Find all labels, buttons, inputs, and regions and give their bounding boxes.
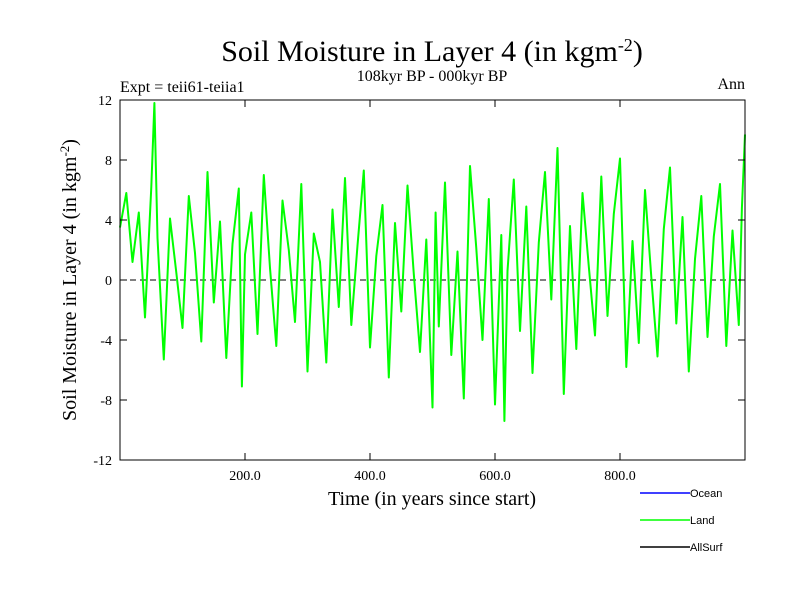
y-tick-label: -12 [93, 454, 112, 469]
y-axis-label: Soil Moisture in Layer 4 (in kgm-2) [57, 139, 82, 421]
chart-subtitle: 108kyr BP - 000kyr BP [357, 68, 508, 85]
legend-label-land: Land [690, 515, 714, 527]
experiment-label: Expt = teii61-teiia1 [120, 79, 245, 96]
x-tick-label: 600.0 [479, 469, 511, 484]
legend-label-ocean: Ocean [690, 488, 722, 500]
legend-label-allsurf: AllSurf [690, 542, 723, 554]
y-tick-label: 0 [105, 274, 112, 289]
chart-title: Soil Moisture in Layer 4 (in kgm-2) [221, 35, 643, 68]
y-tick-label: 12 [98, 94, 112, 109]
y-tick-label: -8 [100, 394, 112, 409]
season-label: Ann [717, 76, 745, 93]
y-tick-label: 4 [105, 214, 112, 229]
x-tick-label: 800.0 [604, 469, 636, 484]
x-tick-label: 200.0 [229, 469, 261, 484]
series-line-land [119, 102, 746, 422]
legend: Ocean Land AllSurf [640, 488, 723, 554]
y-tick-label: -4 [100, 334, 112, 349]
y-tick-label: 8 [105, 154, 112, 169]
x-axis-label: Time (in years since start) [328, 488, 536, 510]
x-tick-label: 400.0 [354, 469, 386, 484]
